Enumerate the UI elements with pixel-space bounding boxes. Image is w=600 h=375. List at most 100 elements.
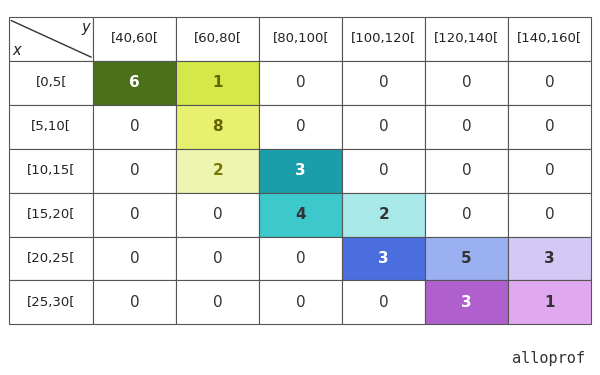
Text: 6: 6 bbox=[130, 75, 140, 90]
Bar bbox=[259, 148, 342, 193]
Text: 1: 1 bbox=[544, 295, 555, 310]
Text: 2: 2 bbox=[378, 207, 389, 222]
Bar bbox=[176, 105, 259, 148]
Text: 4: 4 bbox=[295, 207, 306, 222]
Text: 3: 3 bbox=[544, 251, 555, 266]
Bar bbox=[425, 61, 508, 105]
Bar bbox=[425, 237, 508, 280]
Text: 0: 0 bbox=[462, 207, 472, 222]
Bar bbox=[425, 105, 508, 148]
Text: [5,10[: [5,10[ bbox=[31, 120, 71, 133]
Text: 1: 1 bbox=[212, 75, 223, 90]
Text: 0: 0 bbox=[379, 295, 388, 310]
Text: 8: 8 bbox=[212, 119, 223, 134]
Bar bbox=[176, 280, 259, 324]
Text: 5: 5 bbox=[461, 251, 472, 266]
Bar bbox=[176, 237, 259, 280]
Bar bbox=[342, 280, 425, 324]
Bar bbox=[9, 105, 94, 148]
Bar bbox=[342, 61, 425, 105]
Bar bbox=[425, 280, 508, 324]
Text: [140,160[: [140,160[ bbox=[517, 32, 582, 45]
Bar bbox=[9, 148, 94, 193]
Bar bbox=[94, 237, 176, 280]
Bar bbox=[176, 193, 259, 237]
Bar bbox=[508, 105, 591, 148]
Bar bbox=[9, 280, 94, 324]
Bar bbox=[9, 193, 94, 237]
Bar bbox=[259, 193, 342, 237]
Text: 0: 0 bbox=[462, 75, 472, 90]
Bar bbox=[94, 193, 176, 237]
Bar bbox=[508, 148, 591, 193]
Bar bbox=[94, 17, 176, 61]
Text: 2: 2 bbox=[212, 163, 223, 178]
Text: 0: 0 bbox=[296, 75, 305, 90]
Bar bbox=[259, 61, 342, 105]
Bar bbox=[342, 105, 425, 148]
Text: 0: 0 bbox=[296, 119, 305, 134]
Text: x: x bbox=[12, 43, 20, 58]
Bar bbox=[508, 280, 591, 324]
Text: y: y bbox=[82, 20, 91, 35]
Text: 0: 0 bbox=[296, 295, 305, 310]
Text: 0: 0 bbox=[213, 295, 223, 310]
Bar bbox=[259, 17, 342, 61]
Bar bbox=[94, 148, 176, 193]
Bar bbox=[508, 237, 591, 280]
Text: 0: 0 bbox=[462, 119, 472, 134]
Bar bbox=[259, 280, 342, 324]
Text: [20,25[: [20,25[ bbox=[27, 252, 76, 265]
Text: [40,60[: [40,60[ bbox=[111, 32, 159, 45]
Bar bbox=[9, 237, 94, 280]
Bar bbox=[94, 61, 176, 105]
Bar bbox=[508, 17, 591, 61]
Text: 0: 0 bbox=[545, 75, 554, 90]
Bar bbox=[94, 105, 176, 148]
Text: 0: 0 bbox=[213, 207, 223, 222]
Bar bbox=[259, 105, 342, 148]
Text: [80,100[: [80,100[ bbox=[272, 32, 329, 45]
Text: 0: 0 bbox=[379, 75, 388, 90]
Bar bbox=[259, 237, 342, 280]
Bar bbox=[425, 193, 508, 237]
Text: [0,5[: [0,5[ bbox=[35, 76, 67, 89]
Bar bbox=[9, 61, 94, 105]
Bar bbox=[508, 61, 591, 105]
Bar bbox=[176, 17, 259, 61]
Bar bbox=[425, 17, 508, 61]
Text: alloprof: alloprof bbox=[512, 351, 585, 366]
Text: 0: 0 bbox=[213, 251, 223, 266]
Bar bbox=[342, 148, 425, 193]
Text: 0: 0 bbox=[296, 251, 305, 266]
Bar bbox=[94, 280, 176, 324]
Text: [60,80[: [60,80[ bbox=[194, 32, 242, 45]
Text: [10,15[: [10,15[ bbox=[27, 164, 76, 177]
Bar bbox=[508, 193, 591, 237]
Text: 0: 0 bbox=[545, 207, 554, 222]
Text: 0: 0 bbox=[130, 119, 140, 134]
Text: [120,140[: [120,140[ bbox=[434, 32, 499, 45]
Text: 0: 0 bbox=[379, 163, 388, 178]
Text: [25,30[: [25,30[ bbox=[27, 296, 76, 309]
Text: 0: 0 bbox=[462, 163, 472, 178]
Text: [15,20[: [15,20[ bbox=[27, 208, 76, 221]
Text: 0: 0 bbox=[130, 295, 140, 310]
Text: [100,120[: [100,120[ bbox=[351, 32, 416, 45]
Text: 0: 0 bbox=[379, 119, 388, 134]
Text: 0: 0 bbox=[130, 251, 140, 266]
Text: 3: 3 bbox=[461, 295, 472, 310]
Text: 0: 0 bbox=[545, 163, 554, 178]
Bar bbox=[9, 17, 94, 61]
Text: 0: 0 bbox=[130, 207, 140, 222]
Text: 3: 3 bbox=[379, 251, 389, 266]
Bar bbox=[176, 148, 259, 193]
Bar bbox=[176, 61, 259, 105]
Bar bbox=[342, 193, 425, 237]
Bar bbox=[342, 237, 425, 280]
Text: 3: 3 bbox=[295, 163, 306, 178]
Text: 0: 0 bbox=[545, 119, 554, 134]
Bar bbox=[342, 17, 425, 61]
Bar bbox=[425, 148, 508, 193]
Text: 0: 0 bbox=[130, 163, 140, 178]
